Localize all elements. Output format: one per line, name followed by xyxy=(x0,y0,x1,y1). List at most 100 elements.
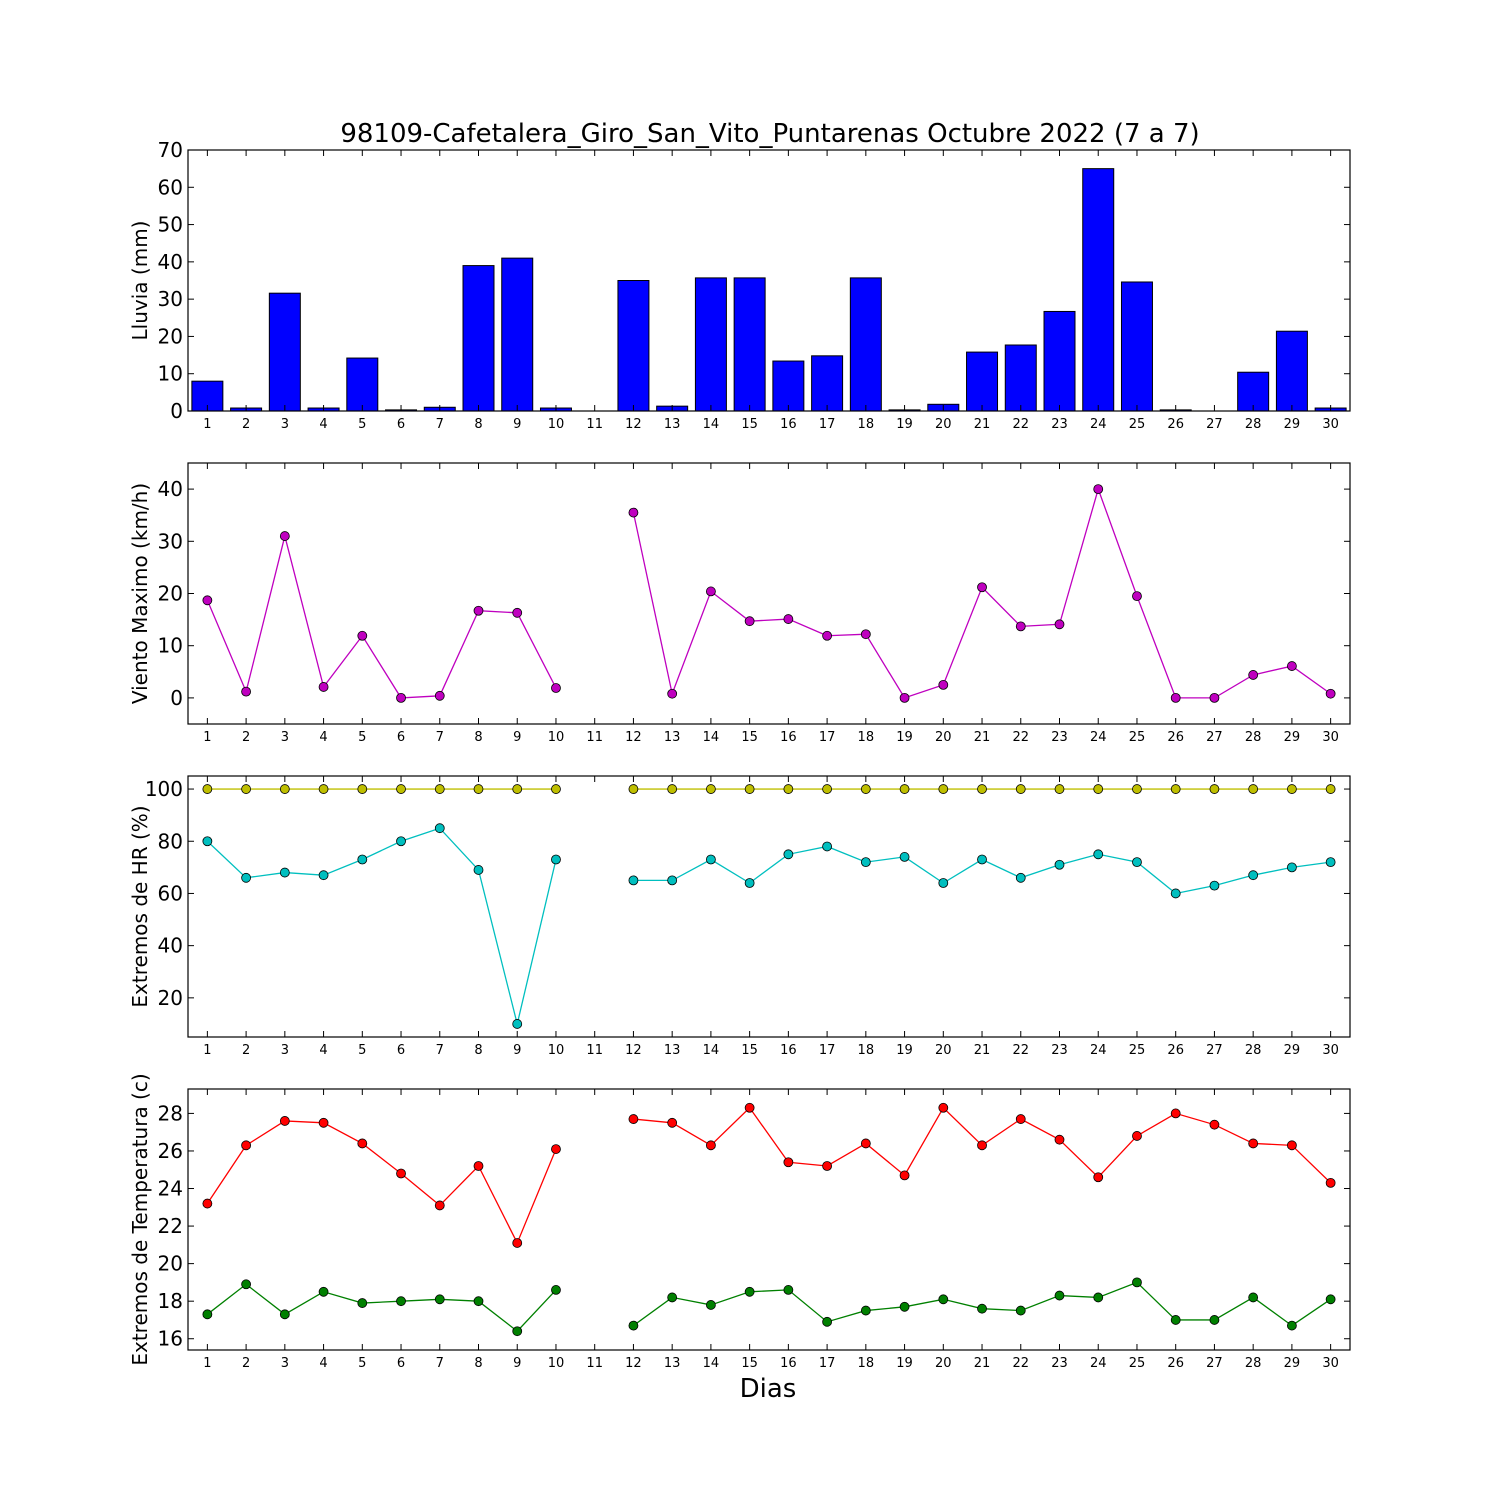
x-tick-label: 6 xyxy=(397,730,405,745)
series-2-point-day-28 xyxy=(1248,1292,1259,1303)
series-1-point-day-10 xyxy=(551,683,561,693)
x-tick-label: 13 xyxy=(664,1043,681,1058)
bar-day-22 xyxy=(1004,344,1037,412)
series-1-point-day-28 xyxy=(1248,784,1259,794)
series-2-point-day-9 xyxy=(512,1019,523,1029)
x-tick-label: 10 xyxy=(548,417,565,432)
series-2-point-day-1 xyxy=(202,836,213,847)
x-tick-label: 16 xyxy=(780,1043,797,1058)
x-tick-label: 30 xyxy=(1322,730,1339,745)
series-1-point-day-1 xyxy=(202,595,213,606)
series-1-point-day-4 xyxy=(318,1117,329,1128)
series-1-line-1 xyxy=(206,1120,557,1245)
x-tick-label: 25 xyxy=(1129,1356,1146,1371)
x-tick-label: 1 xyxy=(203,417,211,432)
x-tick-label: 21 xyxy=(974,417,991,432)
series-2-line-1 xyxy=(206,1283,557,1333)
x-tick-label: 19 xyxy=(896,1043,913,1058)
series-1-point-day-19 xyxy=(899,693,910,703)
x-tick-label: 27 xyxy=(1206,1043,1223,1058)
x-tick-label: 29 xyxy=(1284,1356,1301,1371)
series-2-point-day-1 xyxy=(202,1309,213,1320)
x-tick-label: 30 xyxy=(1322,1356,1339,1371)
series-1-point-day-29 xyxy=(1287,784,1297,794)
series-1-point-day-17 xyxy=(822,784,832,794)
x-tick-label: 8 xyxy=(474,417,482,432)
series-1-point-day-4 xyxy=(318,784,329,794)
series-1-point-day-22 xyxy=(1015,784,1026,794)
x-tick-label: 9 xyxy=(513,1356,521,1371)
series-2-point-day-6 xyxy=(396,1296,406,1307)
bar-day-12 xyxy=(617,280,650,412)
x-tick-label: 9 xyxy=(513,1043,521,1058)
x-tick-label: 8 xyxy=(474,1356,482,1371)
x-tick-label: 28 xyxy=(1245,417,1262,432)
x-tick-label: 23 xyxy=(1051,730,1068,745)
series-1-point-day-20 xyxy=(938,1102,949,1113)
series-2-point-day-30 xyxy=(1325,1294,1336,1305)
x-tick-label: 17 xyxy=(819,417,836,432)
x-tick-label: 13 xyxy=(664,730,681,745)
x-tick-label: 15 xyxy=(741,730,758,745)
series-1-point-day-18 xyxy=(860,1138,871,1149)
series-1-point-day-6 xyxy=(396,1168,406,1179)
series-1-point-day-21 xyxy=(977,582,987,593)
y-tick-label: 20 xyxy=(158,1252,183,1276)
series-2-point-day-14 xyxy=(706,854,716,865)
x-tick-label: 18 xyxy=(858,730,875,745)
series-2-point-day-23 xyxy=(1054,1290,1065,1301)
x-tick-label: 25 xyxy=(1129,1043,1146,1058)
series-1-line-1 xyxy=(206,535,557,699)
series-2-point-day-6 xyxy=(396,836,406,847)
series-1-point-day-21 xyxy=(977,1140,987,1151)
series-1-point-day-25 xyxy=(1132,784,1142,794)
x-tick-label: 14 xyxy=(703,730,720,745)
series-1-point-day-2 xyxy=(241,686,252,697)
series-1-point-day-7 xyxy=(434,1200,445,1211)
bar-day-17 xyxy=(811,355,844,412)
series-2-point-day-29 xyxy=(1287,862,1297,873)
series-2-point-day-15 xyxy=(744,1286,755,1297)
series-1-point-day-8 xyxy=(473,605,484,616)
series-1-point-day-2 xyxy=(241,1140,252,1151)
series-2-point-day-12 xyxy=(628,875,639,886)
series-1-point-day-29 xyxy=(1287,1140,1297,1151)
x-tick-label: 23 xyxy=(1051,1043,1068,1058)
series-1-point-day-18 xyxy=(860,784,871,794)
bar-day-24 xyxy=(1082,168,1115,412)
bar-day-16 xyxy=(772,360,805,412)
y-tick-label: 30 xyxy=(158,287,183,311)
series-2-point-day-13 xyxy=(667,875,678,886)
series-1-point-day-28 xyxy=(1248,1138,1259,1149)
series-2-point-day-7 xyxy=(434,1294,445,1305)
series-1-point-day-1 xyxy=(202,1198,213,1209)
series-1-point-day-12 xyxy=(628,784,639,794)
x-tick-label: 23 xyxy=(1051,1356,1068,1371)
series-1-point-day-27 xyxy=(1209,693,1220,703)
y-tick-label: 60 xyxy=(158,881,183,905)
x-tick-label: 16 xyxy=(780,730,797,745)
bar-day-28 xyxy=(1237,371,1270,412)
series-1-point-day-15 xyxy=(744,784,755,794)
y-tick-label: 0 xyxy=(170,686,183,710)
series-2-point-day-20 xyxy=(938,878,949,888)
x-tick-label: 6 xyxy=(397,1356,405,1371)
series-2-point-day-16 xyxy=(783,849,794,860)
x-tick-label: 10 xyxy=(548,730,565,745)
series-1-point-day-23 xyxy=(1054,784,1065,794)
x-tick-label: 24 xyxy=(1090,417,1107,432)
x-tick-label: 18 xyxy=(858,1356,875,1371)
series-2-point-day-18 xyxy=(860,1305,871,1316)
series-1-point-day-14 xyxy=(706,1140,716,1151)
series-1-point-day-30 xyxy=(1325,1177,1336,1188)
series-1-point-day-8 xyxy=(473,1161,484,1171)
bar-day-18 xyxy=(849,277,882,412)
panel-3-frame xyxy=(187,775,1351,1038)
x-tick-label: 30 xyxy=(1322,417,1339,432)
x-tick-label: 6 xyxy=(397,1043,405,1058)
series-2-point-day-10 xyxy=(551,854,561,865)
